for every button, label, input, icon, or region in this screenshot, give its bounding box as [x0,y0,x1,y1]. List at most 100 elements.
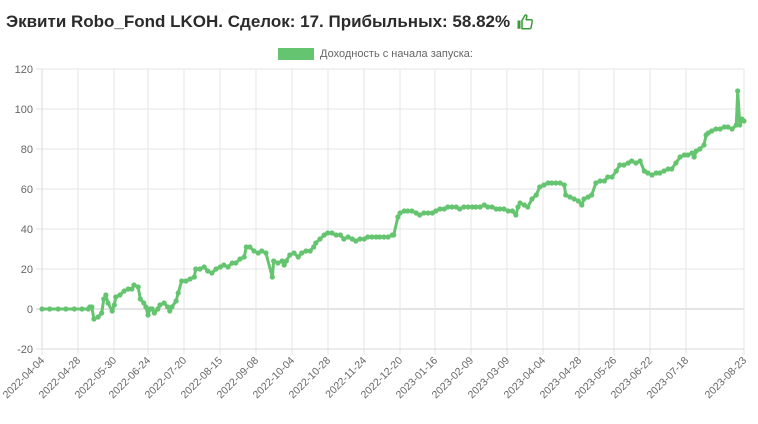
data-point[interactable] [689,150,695,156]
data-point[interactable] [701,142,707,148]
data-point[interactable] [365,234,371,240]
data-point[interactable] [113,294,119,300]
data-point[interactable] [657,170,663,176]
data-point[interactable] [629,158,635,164]
data-point[interactable] [713,126,719,132]
data-point[interactable] [151,310,157,316]
data-point[interactable] [111,302,117,308]
data-point[interactable] [165,304,171,310]
data-point[interactable] [729,126,735,132]
data-point[interactable] [385,234,391,240]
data-point[interactable] [333,232,339,238]
data-point[interactable] [241,254,247,260]
data-point[interactable] [613,168,619,174]
data-point[interactable] [501,206,507,212]
data-point[interactable] [237,256,243,262]
data-point[interactable] [561,182,567,188]
data-point[interactable] [299,250,305,256]
data-point[interactable] [201,264,207,270]
data-point[interactable] [661,168,667,174]
data-point[interactable] [91,316,97,322]
data-point[interactable] [135,284,141,290]
data-point[interactable] [179,278,185,284]
data-point[interactable] [709,128,715,134]
data-point[interactable] [445,204,451,210]
data-point[interactable] [155,306,161,312]
data-point[interactable] [303,248,309,254]
data-point[interactable] [605,174,611,180]
data-point[interactable] [197,266,203,272]
data-point[interactable] [381,234,387,240]
data-point[interactable] [593,180,599,186]
data-point[interactable] [233,260,239,266]
data-point[interactable] [143,304,149,310]
data-point[interactable] [95,314,101,320]
data-point[interactable] [553,180,559,186]
data-point[interactable] [295,254,301,260]
data-point[interactable] [549,180,555,186]
data-point[interactable] [677,154,683,160]
data-point[interactable] [173,298,179,304]
data-point[interactable] [433,208,439,214]
data-point[interactable] [329,230,335,236]
data-point[interactable] [247,244,253,250]
data-point[interactable] [109,308,115,314]
data-point[interactable] [533,192,539,198]
data-point[interactable] [589,192,595,198]
data-point[interactable] [579,202,585,208]
data-point[interactable] [735,88,741,94]
data-point[interactable] [581,196,587,202]
data-point[interactable] [39,306,45,312]
data-point[interactable] [79,306,85,312]
data-point[interactable] [737,122,743,128]
data-point[interactable] [437,206,443,212]
data-point[interactable] [205,268,211,274]
data-point[interactable] [187,276,193,282]
data-point[interactable] [325,230,331,236]
data-point[interactable] [557,180,563,186]
data-point[interactable] [571,196,577,202]
data-point[interactable] [193,266,199,272]
data-point[interactable] [601,178,607,184]
data-point[interactable] [489,204,495,210]
data-point[interactable] [117,292,123,298]
data-point[interactable] [725,124,731,130]
data-point[interactable] [99,310,105,316]
data-point[interactable] [645,170,651,176]
data-point[interactable] [609,174,615,180]
data-point[interactable] [575,198,581,204]
data-point[interactable] [673,160,679,166]
data-point[interactable] [105,300,111,306]
data-point[interactable] [141,300,147,306]
data-point[interactable] [741,118,747,124]
data-point[interactable] [221,262,227,268]
data-point[interactable] [505,208,511,214]
data-point[interactable] [213,266,219,272]
data-point[interactable] [281,262,287,268]
data-point[interactable] [101,296,107,302]
data-point[interactable] [449,204,455,210]
data-point[interactable] [131,282,137,288]
chart-legend[interactable]: Доходность с начала запуска: [278,48,473,60]
data-point[interactable] [509,208,515,214]
data-point[interactable] [175,290,181,296]
data-point[interactable] [47,306,53,312]
data-point[interactable] [405,208,411,214]
data-point[interactable] [357,236,363,242]
data-point[interactable] [497,206,503,212]
data-point[interactable] [717,126,723,132]
data-point[interactable] [461,204,467,210]
data-point[interactable] [529,196,535,202]
data-point[interactable] [669,166,675,172]
data-point[interactable] [271,258,277,264]
data-point[interactable] [517,200,523,206]
data-point[interactable] [269,274,275,280]
data-point[interactable] [397,210,403,216]
data-point[interactable] [341,236,347,242]
data-point[interactable] [55,306,61,312]
data-point[interactable] [377,234,383,240]
data-point[interactable] [275,260,281,266]
data-point[interactable] [567,194,573,200]
data-point[interactable] [337,232,343,238]
data-point[interactable] [225,264,231,270]
